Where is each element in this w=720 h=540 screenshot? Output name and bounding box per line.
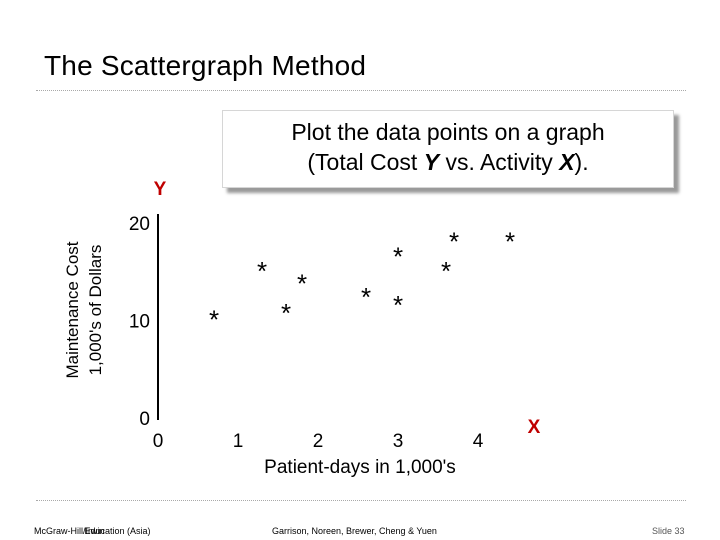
data-point: * [257, 256, 267, 286]
slide-title: The Scattergraph Method [44, 50, 367, 81]
x-tick-label: 3 [393, 431, 404, 452]
data-point: * [209, 305, 219, 335]
y-tick-label: 10 [129, 312, 150, 333]
title-divider [36, 90, 686, 91]
footer-publisher-name: McGraw-Hill/Irwin [34, 526, 105, 536]
footer-publisher-region: Education (Asia) [84, 526, 151, 536]
x-tick-label: 2 [313, 431, 324, 452]
callout-box: Plot the data points on a graph (Total C… [222, 110, 674, 188]
y-axis-letter: Y [154, 179, 167, 200]
callout-line-1: Plot the data points on a graph [291, 119, 605, 145]
data-point: * [281, 298, 291, 328]
y-axis-label-line1: Maintenance Cost [63, 241, 82, 378]
x-axis-letter: X [528, 417, 541, 438]
callout-text-mid: vs. Activity [439, 149, 560, 175]
y-tick-label: 0 [139, 409, 150, 430]
callout-line-2: (Total Cost Y vs. Activity X). [223, 149, 673, 176]
x-tick-label: 1 [233, 431, 244, 452]
footer-publisher: McGraw-Hill/IrwinEducation (Asia) [34, 526, 151, 536]
data-point: * [449, 227, 459, 257]
data-point: * [297, 269, 307, 299]
callout-y-var: Y [423, 149, 440, 175]
y-axis-label-line2: 1,000's of Dollars [86, 245, 105, 376]
footer-divider [36, 500, 686, 501]
x-tick-label: 4 [473, 431, 484, 452]
data-point: * [361, 282, 371, 312]
callout-text-after: ). [574, 149, 589, 175]
data-point: * [441, 256, 451, 286]
footer-authors: Garrison, Noreen, Brewer, Cheng & Yuen [272, 526, 437, 536]
x-axis-title: Patient-days in 1,000's [264, 457, 456, 478]
callout-text-before: (Total Cost [307, 149, 424, 175]
x-tick-label: 0 [153, 431, 164, 452]
footer-slide-number: Slide 33 [652, 526, 685, 536]
y-tick-label: 20 [129, 214, 150, 235]
data-point: * [393, 241, 403, 271]
data-point: * [393, 290, 403, 320]
data-point: * [505, 227, 515, 257]
callout-x-var: X [559, 149, 575, 175]
